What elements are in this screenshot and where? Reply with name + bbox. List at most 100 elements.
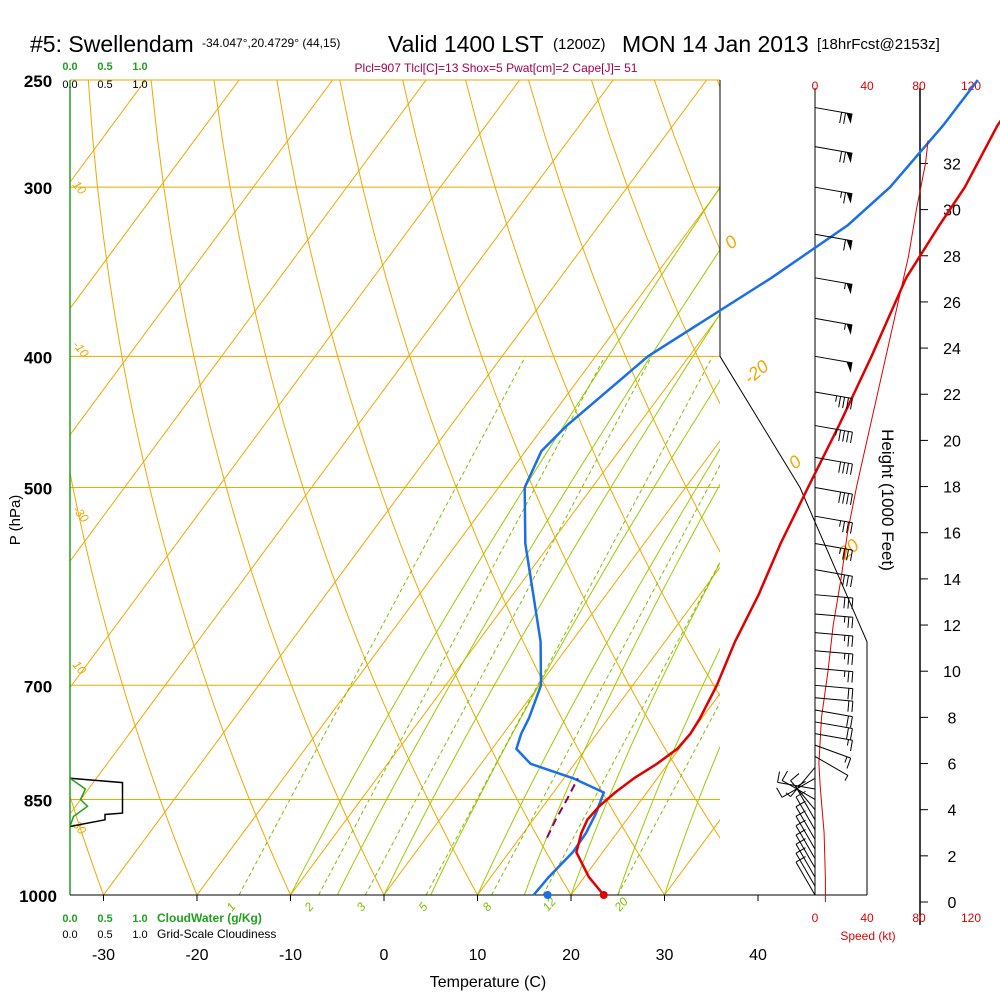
speed-bottom-tick: 40 <box>860 911 874 925</box>
wind-barb <box>814 317 853 335</box>
dry-adiabat <box>465 80 720 697</box>
pressure-tick-label: 400 <box>24 348 52 367</box>
pressure-tick-label: 850 <box>24 791 52 810</box>
pressure-tick-label: 1000 <box>19 887 57 906</box>
height-tick-label: 32 <box>943 156 961 173</box>
speed-axis-label: Speed (kt) <box>840 929 895 943</box>
mixing-ratio-line <box>617 701 720 895</box>
temperature-surface-point <box>599 891 608 899</box>
cloudiness-label: Grid-Scale Cloudiness <box>157 927 276 941</box>
wind-barb <box>814 650 854 666</box>
height-tick-label: 8 <box>948 710 957 727</box>
height-tick-label: 30 <box>943 203 961 220</box>
height-tick-label: 28 <box>943 249 961 266</box>
x-tick-label: 20 <box>562 947 580 964</box>
wind-barb <box>795 800 816 840</box>
x-tick-label: 0 <box>380 947 389 964</box>
height-tick-label: 20 <box>943 433 961 450</box>
dry-adiabat <box>402 80 720 839</box>
parcel-path-line <box>546 777 579 839</box>
height-tick-label: 24 <box>943 341 961 358</box>
height-tick-label: 16 <box>943 526 961 543</box>
cloudiness-bottom-tick: 1.0 <box>132 929 147 941</box>
mixing-ratio-line <box>318 356 606 895</box>
cloudiness-top-tick: 1.0 <box>132 79 147 91</box>
wind-barb <box>814 391 853 410</box>
stability-indices: Plcl=907 Tlcl[C]=13 Shox=5 Pwat[cm]=2 Ca… <box>355 61 638 75</box>
dewpoint-surface-point <box>543 891 552 899</box>
cloudiness-top-tick: 0.0 <box>62 79 77 91</box>
mixing-ratio-line <box>542 560 720 895</box>
wind-barb <box>814 456 853 475</box>
dry-adiabat <box>70 794 104 895</box>
forecast-info: [18hrFcst@2153z] <box>817 36 940 53</box>
height-tick-label: 18 <box>943 480 961 497</box>
height-tick-label: 22 <box>943 387 961 404</box>
wind-barb <box>814 425 853 444</box>
mixing-ratio-line <box>364 356 653 895</box>
x-tick-label: 30 <box>656 947 674 964</box>
cloudwater-bottom-tick: 0.5 <box>97 913 112 925</box>
moist-adiabat <box>383 313 720 895</box>
cloudiness-profile <box>69 777 124 828</box>
wind-barb <box>814 755 849 781</box>
moist-adiabat <box>664 745 720 895</box>
speed-top-tick: 80 <box>912 79 926 93</box>
x-axis-title: Temperature (C) <box>430 974 546 991</box>
height-tick-label: 4 <box>948 803 957 820</box>
pressure-tick-label: 500 <box>24 480 52 499</box>
speed-bottom-tick: 80 <box>912 911 926 925</box>
wind-barb <box>814 146 853 164</box>
moist-adiabat <box>570 561 720 895</box>
wind-speed-profile <box>818 140 929 902</box>
height-tick-label: 12 <box>943 618 961 635</box>
cloudwater-top-tick: 1.0 <box>132 61 147 73</box>
mixing-ratio-line <box>491 464 720 895</box>
location-text: -34.047°,20.4729° (44,15) <box>202 36 340 50</box>
height-axis-title: Height (1000 Feet) <box>878 429 897 571</box>
x-tick-label: 40 <box>749 947 767 964</box>
wind-barb <box>781 770 816 800</box>
wind-barb <box>814 569 853 588</box>
speed-top-tick: 0 <box>812 79 819 93</box>
zulu-time: (1200Z) <box>553 36 606 53</box>
isotherm-line <box>70 80 240 310</box>
moist-adiabat <box>477 448 720 895</box>
wind-barb <box>814 277 853 295</box>
speed-top-tick: 40 <box>860 79 874 93</box>
wind-barb <box>814 744 852 769</box>
moist-adiabat <box>523 483 720 895</box>
height-tick-label: 6 <box>948 757 957 774</box>
wind-barb <box>814 487 853 506</box>
temperature-profile-line <box>575 119 1000 896</box>
wind-barb <box>814 594 854 610</box>
pressure-tick-label: 300 <box>24 179 52 198</box>
moist-adiabat <box>336 248 720 895</box>
dry-adiabat <box>150 80 385 895</box>
speed-bottom-tick: 120 <box>961 911 981 925</box>
cloudwater-profile <box>69 777 89 827</box>
wind-barb <box>795 790 816 831</box>
wind-barb <box>814 697 854 713</box>
dry-adiabat <box>87 80 291 895</box>
valid-time: Valid 1400 LST <box>388 31 544 57</box>
wind-barb <box>814 355 853 373</box>
speed-bottom-tick: 0 <box>812 911 819 925</box>
wind-barb <box>814 233 853 251</box>
wind-barb <box>814 543 853 562</box>
y-axis-title: P (hPa) <box>7 495 24 546</box>
pressure-tick-label: 250 <box>24 72 52 91</box>
x-tick-label: -10 <box>279 947 302 964</box>
x-tick-label: 10 <box>469 947 487 964</box>
x-tick-label: -20 <box>185 947 208 964</box>
dry-adiabat <box>213 80 478 895</box>
moist-adiabat <box>290 186 720 895</box>
cloudwater-top-tick: 0.5 <box>97 61 112 73</box>
height-tick-label: 14 <box>943 572 961 589</box>
dewpoint-profile-line <box>514 79 979 896</box>
dry-adiabat <box>276 80 572 895</box>
dry-adiabat <box>590 80 720 405</box>
cloudiness-bottom-tick: 0.5 <box>97 929 112 941</box>
